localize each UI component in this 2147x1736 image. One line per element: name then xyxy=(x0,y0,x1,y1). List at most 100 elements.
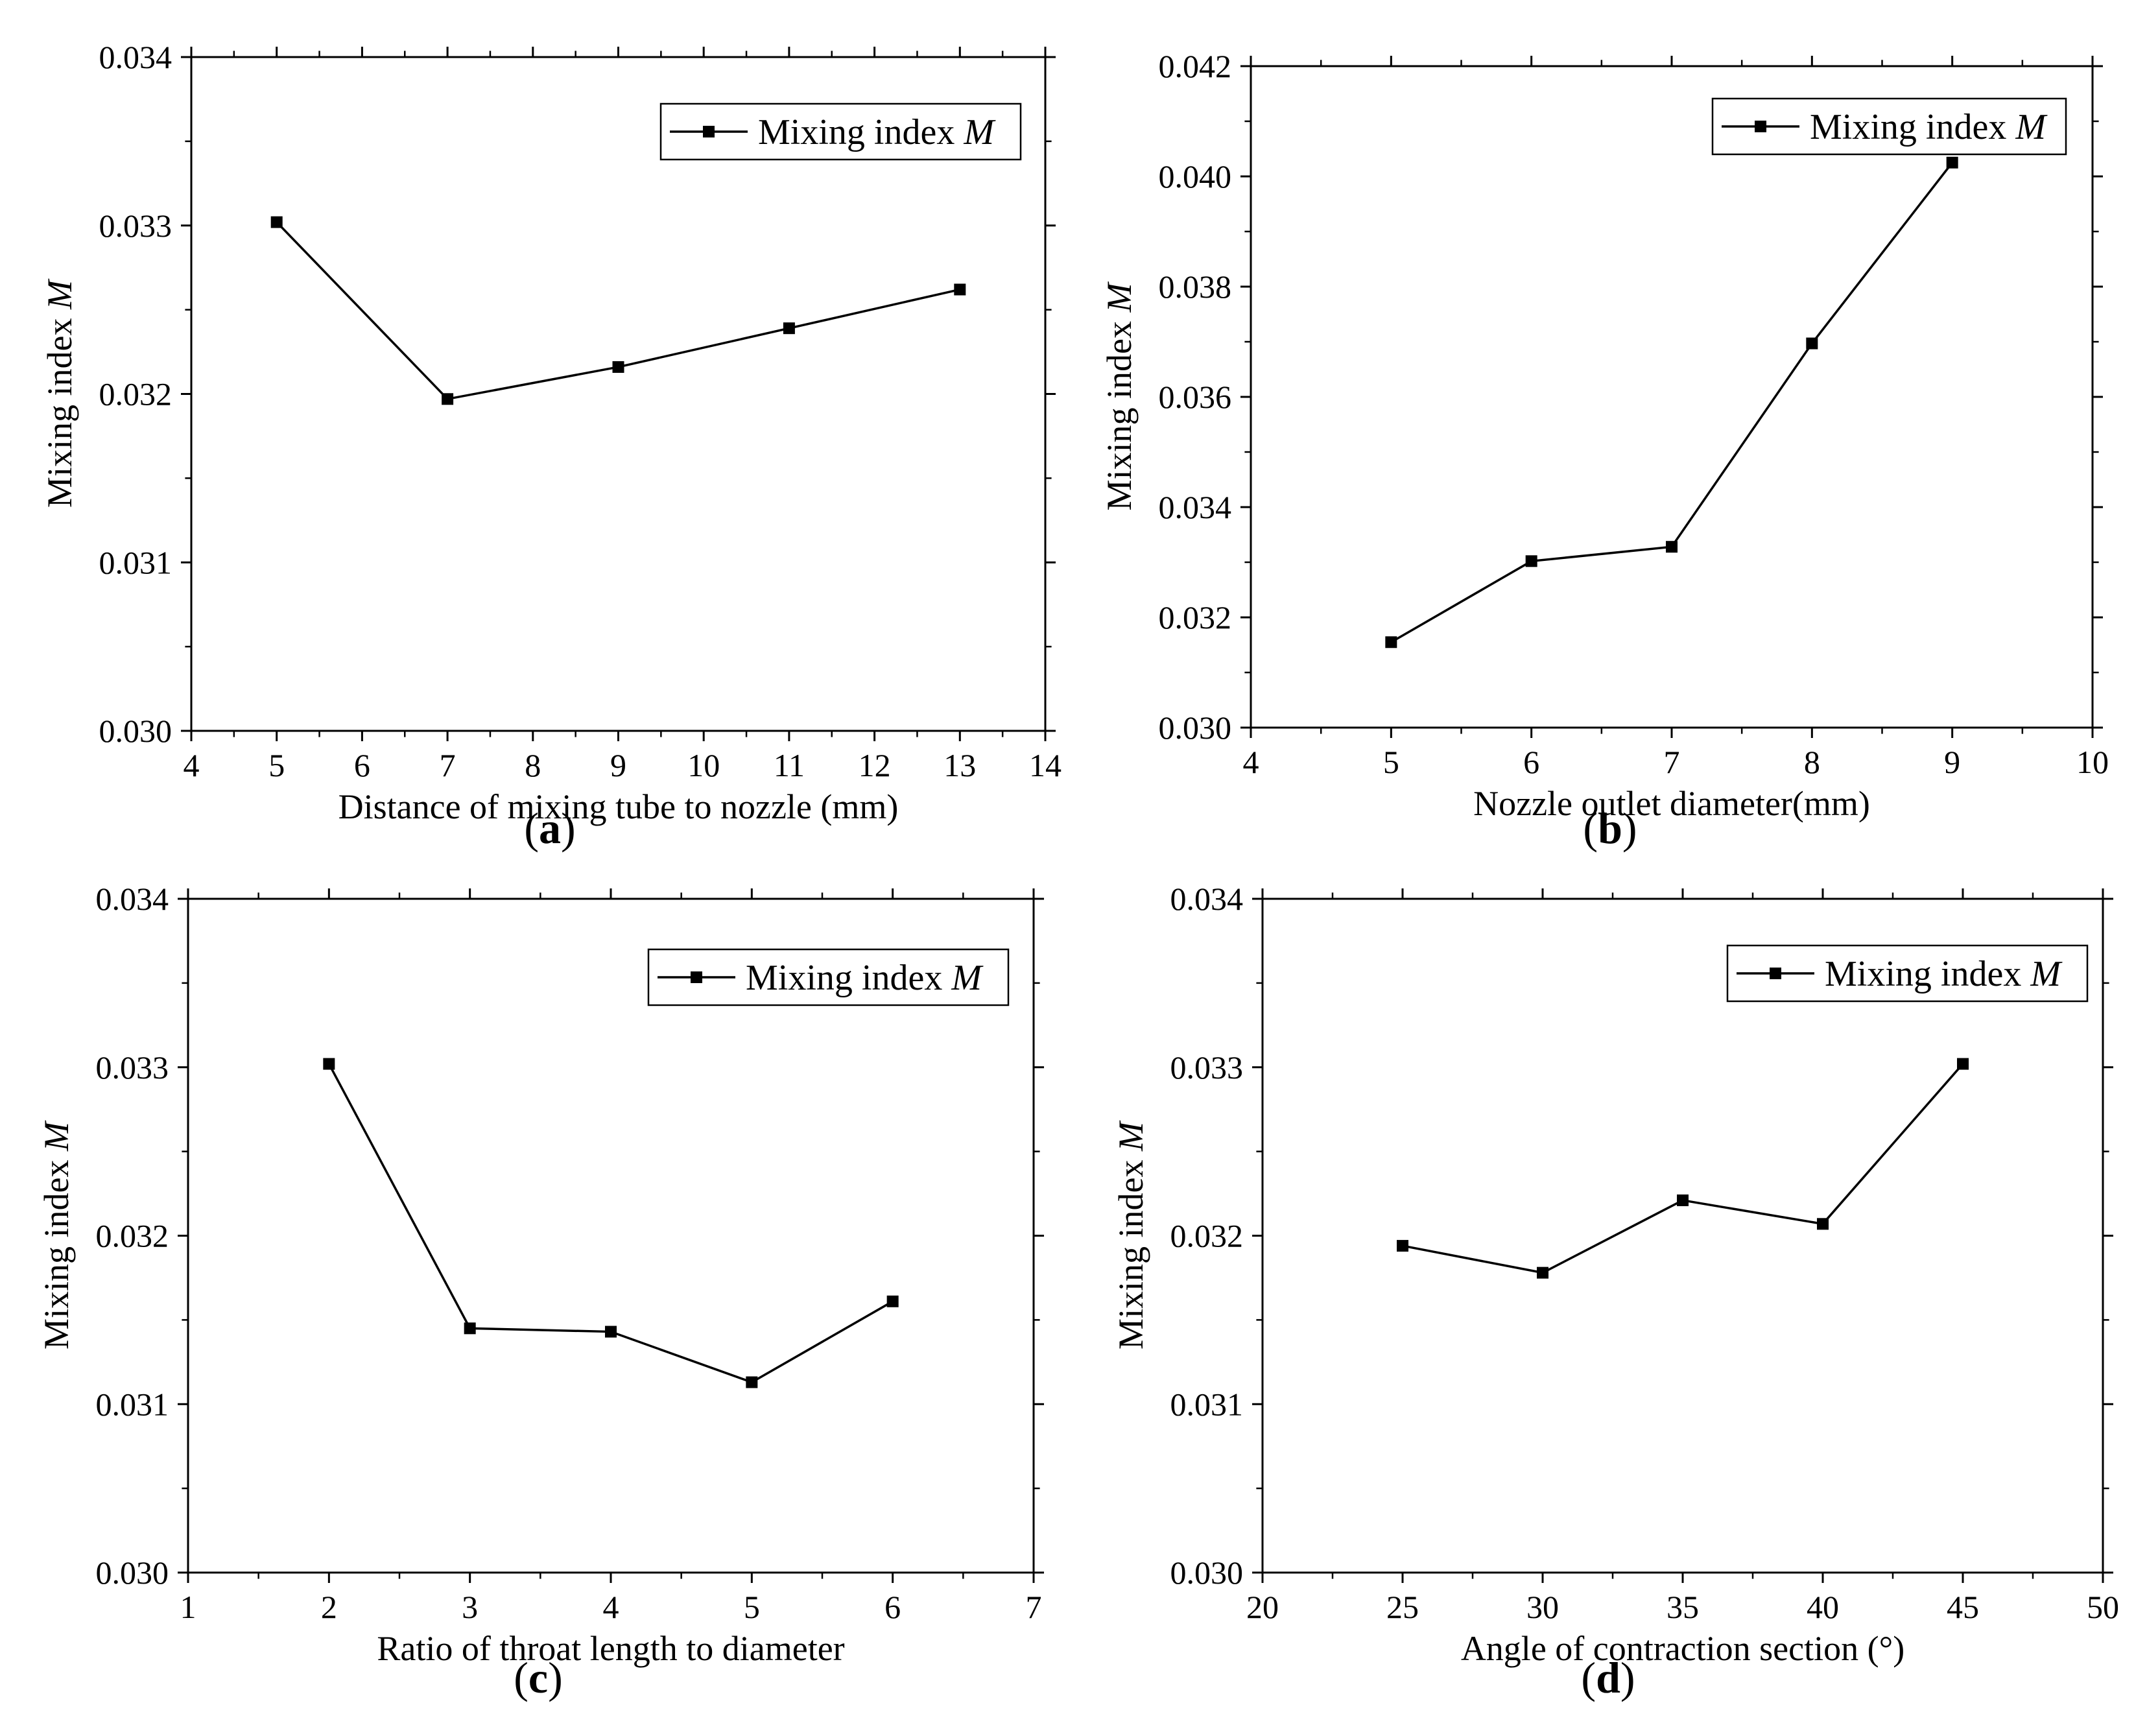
x-tick-label: 5 xyxy=(1383,744,1399,780)
y-tick-label: 0.032 xyxy=(96,1218,169,1254)
data-point xyxy=(783,322,795,335)
x-tick-label: 7 xyxy=(440,747,456,783)
x-axis-label: Angle of contraction section (°) xyxy=(1461,1629,1904,1668)
legend-marker xyxy=(1770,968,1781,979)
caption-letter: a xyxy=(539,803,561,853)
panel-caption: (b) xyxy=(1583,803,1637,853)
y-tick-label: 0.036 xyxy=(1159,379,1232,415)
x-tick-label: 45 xyxy=(1947,1589,1979,1625)
x-tick-label: 4 xyxy=(1243,744,1259,780)
legend: Mixing index M xyxy=(1711,97,2067,156)
legend-label: Mixing index M xyxy=(1825,954,2063,994)
legend: Mixing index M xyxy=(647,948,1010,1006)
y-axis-label-symbol: M xyxy=(1111,1120,1150,1152)
y-axis-label-text: Mixing index xyxy=(40,309,79,508)
caption-letter: c xyxy=(528,1653,548,1702)
x-tick-label: 40 xyxy=(1807,1589,1839,1625)
series-line xyxy=(1402,1063,1964,1274)
caption-close: ) xyxy=(1622,803,1637,853)
x-tick-label: 5 xyxy=(268,747,285,783)
legend-label-text: Mixing index xyxy=(1825,954,2030,994)
x-tick-label: 12 xyxy=(859,747,891,783)
legend: Mixing index M xyxy=(659,102,1022,161)
x-tick-label: 7 xyxy=(1026,1589,1042,1625)
y-tick-label: 0.033 xyxy=(99,208,172,244)
caption-close: ) xyxy=(548,1653,563,1702)
y-tick-label: 0.033 xyxy=(1170,1049,1244,1086)
y-axis-label-symbol: M xyxy=(40,278,79,310)
caption-open: ( xyxy=(524,803,539,853)
y-tick-label: 0.031 xyxy=(96,1386,169,1422)
y-axis-label-text: Mixing index xyxy=(1100,312,1139,510)
caption-close: ) xyxy=(1620,1653,1635,1702)
x-tick-label: 10 xyxy=(2076,744,2109,780)
legend-marker xyxy=(1755,121,1766,132)
y-tick-label: 0.032 xyxy=(1159,599,1232,636)
caption-letter: b xyxy=(1598,803,1622,853)
x-tick-label: 2 xyxy=(321,1589,337,1625)
y-axis-label: Mixing index M xyxy=(37,1120,76,1350)
x-tick-label: 9 xyxy=(610,747,626,783)
data-point xyxy=(1817,1218,1829,1230)
data-point xyxy=(1525,555,1537,567)
legend: Mixing index M xyxy=(1726,944,2089,1003)
data-point xyxy=(464,1322,476,1335)
legend-label-symbol: M xyxy=(963,112,996,152)
legend-label: Mixing index M xyxy=(1810,107,2048,147)
y-tick-label: 0.030 xyxy=(96,1554,169,1591)
x-tick-label: 3 xyxy=(462,1589,478,1625)
data-point xyxy=(1946,156,1958,169)
data-point xyxy=(605,1326,617,1338)
x-tick-label: 1 xyxy=(180,1589,196,1625)
y-tick-label: 0.030 xyxy=(1159,709,1232,746)
legend-label-text: Mixing index xyxy=(758,112,964,152)
y-tick-label: 0.034 xyxy=(99,39,172,75)
y-axis-label-text: Mixing index xyxy=(1111,1151,1150,1350)
panel-caption: (a) xyxy=(524,803,575,853)
caption-open: ( xyxy=(514,1653,528,1702)
legend-label: Mixing index M xyxy=(758,112,996,152)
x-tick-label: 35 xyxy=(1667,1589,1699,1625)
data-point xyxy=(1537,1266,1548,1279)
y-tick-label: 0.031 xyxy=(1170,1386,1244,1422)
legend-box xyxy=(647,948,1010,1006)
y-tick-label: 0.040 xyxy=(1159,158,1232,195)
data-point xyxy=(1397,1240,1408,1252)
legend-marker xyxy=(691,971,702,983)
y-axis-label-text: Mixing index xyxy=(37,1151,76,1350)
data-point xyxy=(1957,1058,1969,1070)
data-point xyxy=(886,1295,899,1307)
data-point xyxy=(612,361,624,373)
legend-label-symbol: M xyxy=(2015,107,2048,147)
data-point xyxy=(1806,337,1818,350)
x-tick-label: 11 xyxy=(774,747,805,783)
x-axis-label: Distance of mixing tube to nozzle (mm) xyxy=(338,787,899,826)
x-tick-label: 4 xyxy=(603,1589,619,1625)
x-tick-label: 8 xyxy=(525,747,541,783)
caption-letter: d xyxy=(1596,1653,1620,1702)
x-tick-label: 50 xyxy=(2087,1589,2119,1625)
x-tick-label: 7 xyxy=(1664,744,1680,780)
legend-label-text: Mixing index xyxy=(746,958,951,998)
x-tick-label: 13 xyxy=(943,747,976,783)
panel-caption: (d) xyxy=(1581,1653,1635,1702)
chart-panel-a: 4 5 6 7 8 9 10 11 12 13 14 0.030 0.031 0.032 0.033 0.03… xyxy=(40,39,1062,853)
legend-label-symbol: M xyxy=(951,958,984,998)
y-tick-label: 0.034 xyxy=(1170,881,1244,917)
x-tick-label: 4 xyxy=(184,747,200,783)
series-line xyxy=(1390,161,1954,643)
plot-frame xyxy=(1250,65,2094,729)
caption-close: ) xyxy=(561,803,576,853)
y-tick-label: 0.030 xyxy=(1170,1554,1244,1591)
y-tick-label: 0.034 xyxy=(96,881,169,917)
chart-panel-c: 1 2 3 4 5 6 7 0.030 0.031 0.032 0.033 0.034 Ratio of… xyxy=(37,881,1044,1702)
caption-open: ( xyxy=(1583,803,1598,853)
y-tick-label: 0.038 xyxy=(1159,268,1232,305)
legend-label-symbol: M xyxy=(2030,954,2063,994)
y-tick-label: 0.030 xyxy=(99,713,172,749)
x-tick-label: 10 xyxy=(687,747,720,783)
x-tick-label: 25 xyxy=(1386,1589,1419,1625)
chart-panel-d: 20 25 30 35 40 45 50 0.030 0.031 0.032 0.033 0.034 A… xyxy=(1111,881,2119,1702)
y-tick-label: 0.042 xyxy=(1159,48,1232,84)
